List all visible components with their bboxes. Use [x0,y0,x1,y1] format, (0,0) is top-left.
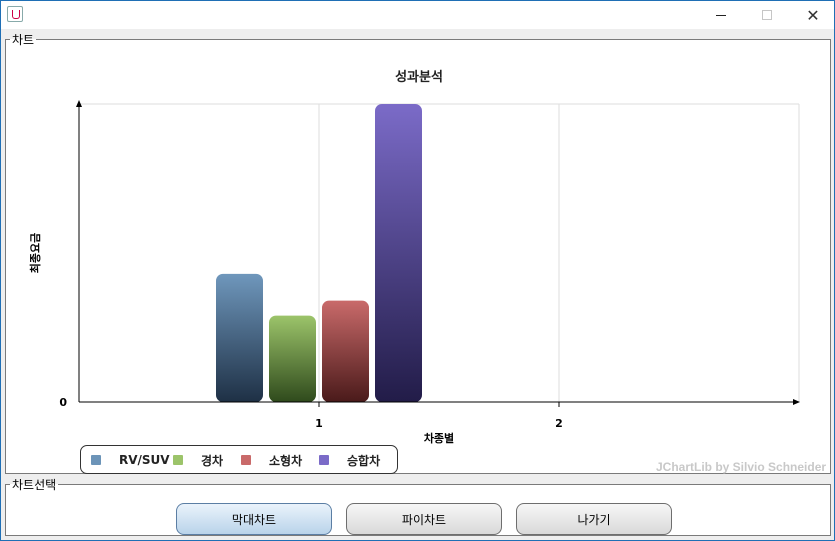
bar-chart: 성과분석 1 2 0 차종별 최종요금 [28,70,800,445]
chart-legend: RV/SUV 경차 소형차 승합차 [80,445,398,474]
y-tick-label-0: 0 [59,396,67,409]
chart-title: 성과분석 [395,70,443,85]
chart-panel-label: 차트 [12,33,35,47]
legend-swatch [319,455,329,465]
y-axis-arrow [76,100,82,107]
legend-label: 소형차 [269,453,303,468]
title-bar: ✕ [1,1,834,29]
legend-label: RV/SUV [119,453,170,467]
x-axis-label: 차종별 [424,431,454,445]
y-axis-label: 최종요금 [28,233,42,273]
java-icon [7,6,23,22]
legend-item-rv-suv: RV/SUV [91,452,170,468]
legend-item-compact-car: 소형차 [241,452,302,468]
pie-chart-button[interactable]: 파이차트 [346,503,502,535]
legend-label: 경차 [201,453,224,468]
x-tick-label-2: 2 [555,417,563,430]
x-axis-arrow [793,399,800,405]
minimize-icon [716,14,726,16]
content-pane: 차트 성과분석 1 2 0 차종별 [1,29,834,540]
close-button[interactable]: ✕ [790,1,835,29]
bar-series-group [216,104,422,402]
close-icon: ✕ [806,5,820,25]
maximize-button[interactable] [744,1,790,29]
chart-credit: JChartLib by Silvio Schneider [656,460,827,474]
bar-chart-button[interactable]: 막대차트 [176,503,332,535]
maximize-icon [762,10,772,20]
plot-gridlines [79,103,800,402]
chart-panel: 차트 성과분석 1 2 0 차종별 [5,31,831,474]
legend-swatch [241,455,251,465]
legend-item-light-car: 경차 [173,452,223,468]
bar-승합차 [375,104,422,402]
legend-swatch [173,455,183,465]
exit-button[interactable]: 나가기 [516,503,672,535]
x-tick-label-1: 1 [315,417,323,430]
legend-swatch [91,455,101,465]
bar-경차 [269,315,316,402]
minimize-button[interactable] [698,1,744,29]
legend-label: 승합차 [347,453,381,468]
bar-소형차 [322,300,369,402]
legend-item-van: 승합차 [319,452,380,468]
chart-select-panel: 차트선택 막대차트 파이차트 나가기 [5,476,831,536]
bar-rv-suv [216,273,263,402]
chart-select-label: 차트선택 [12,478,57,492]
